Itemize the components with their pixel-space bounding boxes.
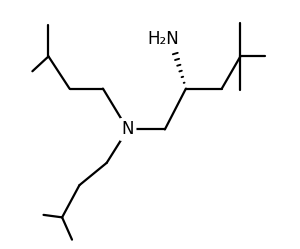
Text: H₂N: H₂N <box>148 30 179 48</box>
Text: N: N <box>122 121 134 138</box>
